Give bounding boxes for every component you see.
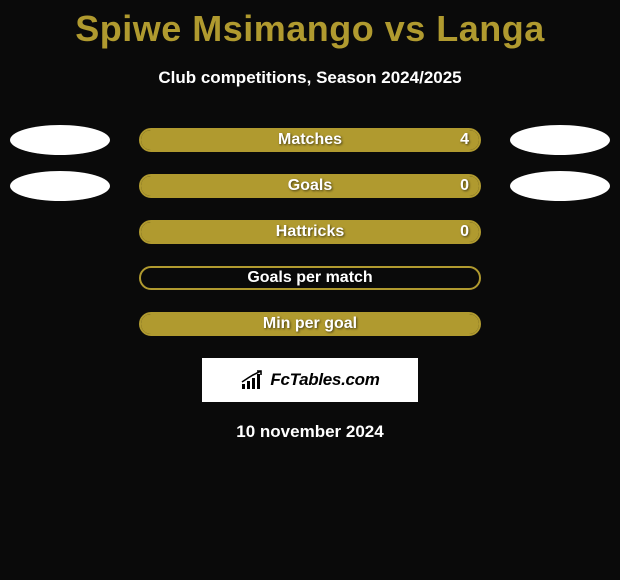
site-logo: FcTables.com [202,358,418,402]
stat-bar: Goals 0 [139,174,481,198]
stat-label: Goals per match [247,269,372,287]
left-oval [10,125,110,155]
stat-value: 0 [460,223,469,241]
bar-growth-icon [240,370,264,390]
comparison-title: Spiwe Msimango vs Langa [0,0,620,50]
stat-rows: Matches 4 Goals 0 Hattricks 0 Goals per match M… [0,128,620,336]
stat-label: Min per goal [263,315,357,333]
stat-row: Goals per match [0,266,620,290]
snapshot-date: 10 november 2024 [0,422,620,442]
stat-row: Hattricks 0 [0,220,620,244]
comparison-subtitle: Club competitions, Season 2024/2025 [0,68,620,88]
stat-row: Goals 0 [0,174,620,198]
stat-label: Goals [288,177,332,195]
left-oval [10,171,110,201]
stat-bar: Goals per match [139,266,481,290]
stat-value: 4 [460,131,469,149]
stat-bar: Hattricks 0 [139,220,481,244]
right-oval [510,125,610,155]
right-oval [510,171,610,201]
stat-label: Hattricks [276,223,344,241]
stat-label: Matches [278,131,342,149]
stat-value: 0 [460,177,469,195]
stat-row: Min per goal [0,312,620,336]
logo-text: FcTables.com [270,370,379,390]
stat-bar: Min per goal [139,312,481,336]
stat-row: Matches 4 [0,128,620,152]
stat-bar: Matches 4 [139,128,481,152]
